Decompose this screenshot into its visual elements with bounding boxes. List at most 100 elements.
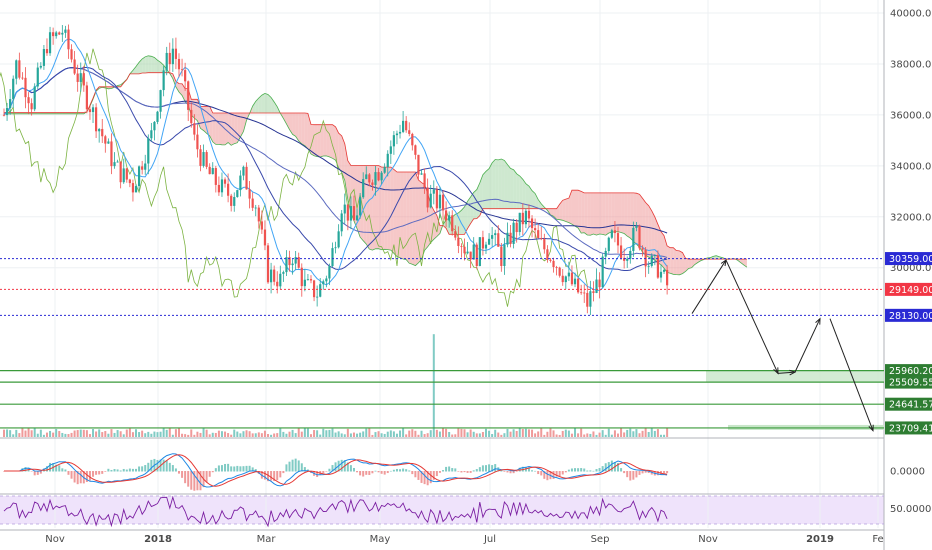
macd-histogram-bar — [617, 462, 619, 472]
volume-bar — [626, 429, 629, 437]
volume-bar — [9, 430, 12, 437]
volume-bar — [607, 428, 610, 437]
level-price-tag[interactable] — [885, 421, 932, 435]
cloud-segment — [667, 245, 671, 274]
candle-body — [475, 244, 478, 267]
volume-bar — [426, 433, 429, 437]
candle-body — [444, 210, 448, 221]
candle-body — [98, 128, 101, 132]
macd-histogram-bar — [227, 463, 230, 472]
volume-bar — [177, 428, 180, 437]
macd-histogram-bar — [233, 466, 236, 472]
candle-body — [24, 77, 27, 98]
cloud-segment — [341, 135, 345, 181]
volume-bar — [617, 433, 619, 437]
candle-body — [233, 197, 236, 206]
candle-body — [362, 179, 365, 198]
cloud-segment — [568, 190, 572, 225]
cloud-segment — [525, 183, 529, 209]
candle-body — [300, 267, 303, 287]
candle-body — [537, 230, 540, 238]
volume-bar — [52, 432, 55, 437]
candle-body — [36, 67, 39, 87]
level-price-tag[interactable] — [885, 364, 932, 378]
volume-bar — [205, 429, 208, 437]
cloud-segment — [218, 112, 222, 145]
candle-body — [650, 255, 653, 266]
macd-histogram-bar — [328, 468, 331, 472]
volume-bar — [417, 434, 420, 437]
volume-bar — [279, 428, 282, 437]
macd-histogram-bar — [509, 471, 512, 474]
volume-bar — [549, 428, 552, 437]
macd-histogram-bar — [340, 459, 343, 472]
cloud-segment — [507, 164, 511, 209]
candle-body — [349, 206, 353, 221]
candle-body — [58, 32, 61, 35]
volume-bar — [577, 433, 580, 437]
volume-bar — [18, 433, 21, 437]
volume-bar — [623, 432, 626, 437]
level-price-tag[interactable] — [885, 308, 932, 322]
volume-bar — [242, 431, 245, 437]
macd-tick-label: 0.0000 — [890, 467, 925, 478]
macd-histogram-bar — [641, 471, 644, 474]
macd-histogram-bar — [460, 471, 463, 473]
volume-bar — [233, 429, 236, 437]
candle-body — [497, 233, 500, 247]
macd-histogram-bar — [537, 471, 540, 475]
macd-histogram-bar — [395, 468, 398, 472]
level-price-tag[interactable] — [885, 252, 932, 266]
cloud-segment — [485, 168, 490, 209]
volume-bar — [383, 433, 386, 437]
cloud-segment — [578, 190, 582, 234]
level-price-label: 23709.410 — [889, 423, 932, 434]
time-tick-label: Jul — [483, 534, 496, 545]
volume-bar — [567, 430, 570, 437]
volume-bar — [438, 431, 441, 437]
volume-bar — [515, 430, 518, 437]
cloud-segment — [605, 192, 609, 236]
macd-histogram-bar — [610, 460, 613, 472]
candle-body — [303, 279, 306, 287]
cloud-segment — [522, 179, 526, 209]
volume-bar — [73, 430, 76, 437]
volume-bar — [644, 428, 647, 437]
candle-body — [156, 111, 159, 122]
candle-body — [552, 260, 555, 268]
level-price-tag[interactable] — [885, 375, 932, 389]
macd-histogram-bar — [214, 468, 217, 472]
candle-body — [589, 291, 592, 307]
volume-bar — [260, 433, 263, 437]
candle-body — [543, 238, 546, 250]
volume-bar — [420, 430, 423, 437]
candle-body — [269, 269, 273, 283]
candle-body — [392, 135, 395, 147]
macd-histogram-bar — [392, 469, 395, 472]
volume-bar — [196, 431, 199, 437]
cloud-segment — [691, 259, 695, 268]
cloud-segment — [326, 124, 330, 157]
candle-body — [95, 107, 98, 132]
candle-body — [282, 272, 285, 274]
level-price-label: 30359.000 — [889, 254, 932, 265]
volume-bar — [583, 434, 586, 437]
candle-body — [368, 174, 371, 183]
macd-histogram-bar — [245, 465, 248, 472]
macd-histogram-bar — [644, 471, 647, 473]
level-price-tag[interactable] — [885, 282, 932, 296]
volume-bar — [322, 428, 325, 437]
level-price-tag[interactable] — [885, 397, 932, 411]
volume-bar — [39, 429, 42, 437]
macd-histogram-bar — [580, 468, 583, 472]
candle-body — [623, 257, 626, 261]
time-tick-label: Mar — [257, 534, 277, 545]
volume-bar — [402, 428, 405, 437]
candle-body — [402, 120, 405, 132]
cloud-segment — [602, 192, 606, 236]
volume-bar — [659, 434, 662, 437]
candle-body — [478, 237, 481, 267]
candle-body — [604, 250, 607, 257]
candle-body — [39, 65, 42, 68]
